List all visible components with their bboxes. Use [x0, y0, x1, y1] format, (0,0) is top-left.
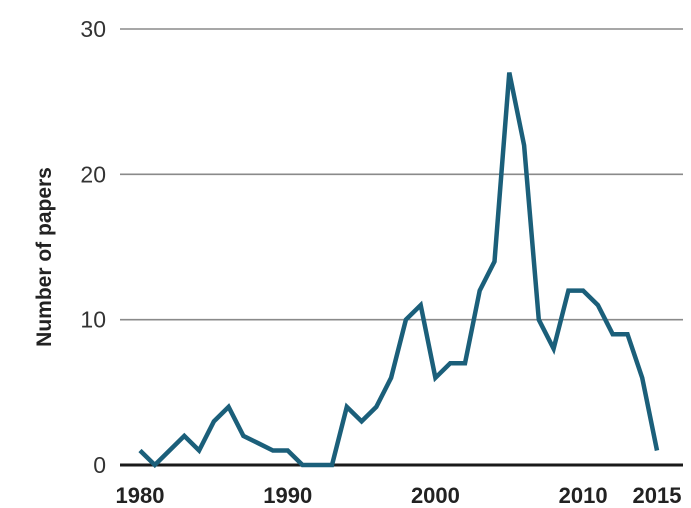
x-tick-label: 1980 [116, 483, 165, 508]
y-tick-labels: 0 10 20 30 [80, 16, 106, 478]
gridlines [120, 28, 683, 321]
x-tick-label: 2015 [633, 483, 682, 508]
x-tick-label: 1990 [263, 483, 312, 508]
series-line [138, 72, 660, 469]
x-tick-labels: 1980 1990 2000 2010 2015 [116, 483, 682, 508]
series-lines [138, 72, 660, 469]
y-tick-label: 10 [80, 307, 106, 333]
y-axis-label: Number of papers [33, 167, 56, 347]
x-tick-label: 2010 [559, 483, 608, 508]
x-tick-label: 2000 [411, 483, 460, 508]
y-tick-label: 20 [80, 161, 106, 187]
y-tick-label: 0 [93, 452, 106, 478]
y-tick-label: 30 [80, 16, 106, 42]
